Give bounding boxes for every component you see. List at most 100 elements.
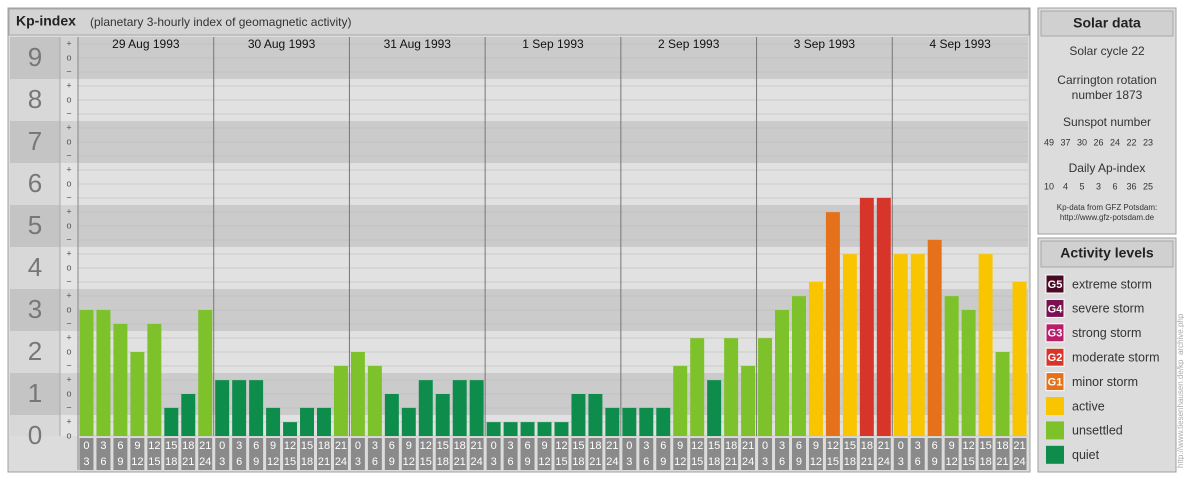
minor-tick-label: o xyxy=(66,52,71,62)
y-label-band xyxy=(10,331,60,373)
hour-box xyxy=(181,438,196,470)
hour-label: 18 xyxy=(572,456,584,468)
bar xyxy=(384,394,399,436)
hour-label: 12 xyxy=(267,456,279,468)
hour-label: 9 xyxy=(949,440,955,452)
hour-label: 6 xyxy=(796,440,802,452)
hour-label: 12 xyxy=(946,456,958,468)
hour-label: 9 xyxy=(660,456,666,468)
hour-label: 9 xyxy=(134,440,140,452)
minor-band xyxy=(60,37,78,79)
bar xyxy=(758,338,773,436)
hour-box xyxy=(317,438,331,470)
hour-box xyxy=(825,438,840,470)
hour-label: 3 xyxy=(372,440,378,452)
hour-box xyxy=(232,438,247,470)
hour-label: 3 xyxy=(643,440,649,452)
bar xyxy=(842,254,857,436)
hour-box xyxy=(503,438,518,470)
bar xyxy=(588,394,603,436)
hour-label: 12 xyxy=(963,440,975,452)
hour-label: 21 xyxy=(861,456,873,468)
hour-box xyxy=(520,438,535,470)
day-label: 31 Aug 1993 xyxy=(384,37,452,51)
solar-text: Solar data xyxy=(1073,15,1141,31)
hour-label: 15 xyxy=(301,440,313,452)
bar xyxy=(486,422,501,436)
hour-label: 3 xyxy=(355,456,361,468)
hour-box xyxy=(944,438,959,470)
bar xyxy=(724,338,739,436)
hour-label: 18 xyxy=(725,440,737,452)
minor-tick-label: o xyxy=(66,94,71,104)
minor-tick-label: + xyxy=(66,206,71,216)
bar xyxy=(707,380,722,436)
hour-label: 0 xyxy=(83,440,89,452)
hour-label: 18 xyxy=(301,456,313,468)
hour-box xyxy=(96,438,111,470)
hour-label: 12 xyxy=(403,456,415,468)
minor-tick-label: + xyxy=(66,374,71,384)
hour-label: 0 xyxy=(626,440,632,452)
bar xyxy=(96,310,111,436)
hour-label: 3 xyxy=(626,456,632,468)
solar-text: Daily Ap-index xyxy=(1069,161,1146,175)
hour-label: 9 xyxy=(796,456,802,468)
hour-label: 6 xyxy=(372,456,378,468)
hour-label: 24 xyxy=(606,456,618,468)
hour-box xyxy=(707,438,722,470)
ap-value: 36 xyxy=(1126,181,1136,191)
hour-box xyxy=(418,438,433,470)
bar xyxy=(266,407,281,436)
hour-label: 21 xyxy=(1013,440,1025,452)
hour-box xyxy=(469,438,484,470)
hour-box xyxy=(910,438,925,470)
hour-label: 18 xyxy=(979,456,991,468)
hour-label: 21 xyxy=(335,440,347,452)
bar xyxy=(978,254,993,436)
hour-label: 12 xyxy=(810,456,822,468)
legend-header xyxy=(1040,240,1174,268)
hour-label: 6 xyxy=(915,456,921,468)
minor-band xyxy=(60,121,78,163)
hour-box xyxy=(775,438,789,470)
legend-label: minor storm xyxy=(1072,375,1138,389)
sunspot-value: 37 xyxy=(1060,137,1070,147)
legend-label: active xyxy=(1072,399,1105,413)
sunspot-value: 26 xyxy=(1093,137,1103,147)
hour-label: 9 xyxy=(524,456,530,468)
legend-badge: G3 xyxy=(1048,328,1063,340)
legend-label: quiet xyxy=(1072,448,1100,462)
credit: http://www.tiesenhausen.de/kp_archive.ph… xyxy=(1176,313,1184,468)
hour-label: 0 xyxy=(355,440,361,452)
hour-box xyxy=(927,438,942,470)
minor-tick-label: − xyxy=(66,276,71,286)
sunspot-value: 23 xyxy=(1143,137,1153,147)
hour-box xyxy=(673,438,688,470)
hour-label: 3 xyxy=(219,456,225,468)
ap-value: 3 xyxy=(1096,181,1101,191)
solar-text: Activity levels xyxy=(1060,245,1154,261)
hour-box xyxy=(79,438,94,470)
y-label-band xyxy=(10,289,60,331)
hour-box xyxy=(876,438,891,470)
legend-swatch xyxy=(1046,421,1064,440)
hour-label: 3 xyxy=(762,456,768,468)
y-label-band xyxy=(10,37,60,79)
hour-label: 3 xyxy=(508,440,514,452)
minor-tick-label: o xyxy=(66,220,71,230)
bar xyxy=(808,281,823,436)
hour-label: 6 xyxy=(117,440,123,452)
hour-label: 21 xyxy=(199,440,211,452)
hour-label: 21 xyxy=(471,440,483,452)
hour-label: 9 xyxy=(389,456,395,468)
minor-tick-label: + xyxy=(66,38,71,48)
hour-box xyxy=(995,438,1010,470)
hour-label: 12 xyxy=(691,440,703,452)
bar xyxy=(333,365,348,436)
minor-band xyxy=(60,331,78,373)
minor-tick-label: + xyxy=(66,290,71,300)
minor-tick-label: − xyxy=(66,108,71,118)
legend-label: unsettled xyxy=(1072,424,1123,438)
bar xyxy=(605,407,620,436)
